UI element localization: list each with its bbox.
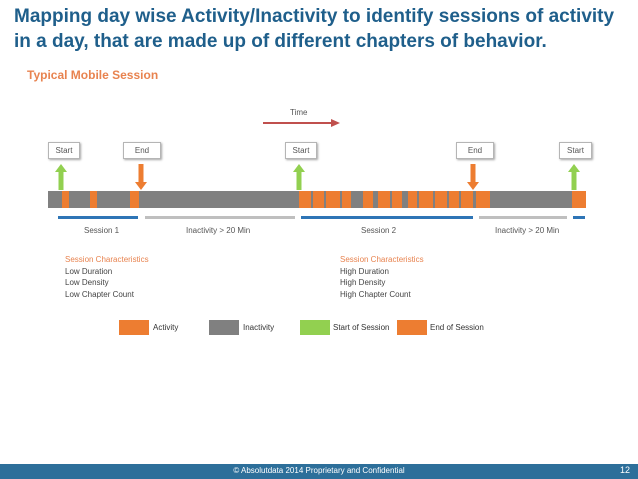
characteristic-item: Low Chapter Count — [65, 289, 134, 299]
copyright-text: © Absolutdata 2014 Proprietary and Confi… — [233, 466, 405, 475]
session-1-line — [58, 216, 138, 219]
activity-block — [449, 191, 459, 208]
activity-block — [326, 191, 340, 208]
legend-start-label: Start of Session — [333, 323, 390, 332]
time-label: Time — [290, 108, 308, 117]
end-marker-1: End — [123, 142, 161, 159]
activity-block — [408, 191, 417, 208]
inactivity-1-label: Inactivity > 20 Min — [186, 226, 251, 235]
inactivity-1-line — [145, 216, 295, 219]
activity-block — [461, 191, 473, 208]
activity-block — [363, 191, 373, 208]
session-3-line — [573, 216, 585, 219]
page-number: 12 — [619, 465, 630, 475]
activity-block — [90, 191, 97, 208]
session-2-line — [301, 216, 473, 219]
start-arrow-icon — [55, 164, 67, 190]
legend-start-swatch — [300, 320, 330, 335]
activity-block — [313, 191, 324, 208]
session-2-label: Session 2 — [361, 226, 397, 235]
legend-inactivity-swatch — [209, 320, 239, 335]
activity-block — [342, 191, 351, 208]
characteristics-heading: Session Characteristics — [65, 255, 149, 264]
inactivity-2-label: Inactivity > 20 Min — [495, 226, 560, 235]
session-2-characteristics: Session Characteristics High Duration Hi… — [340, 254, 424, 300]
activity-block — [62, 191, 69, 208]
start-arrow-icon — [293, 164, 305, 190]
end-arrow-icon — [135, 164, 147, 190]
end-arrow-icon — [467, 164, 479, 190]
start-marker-2: Start — [285, 142, 317, 159]
characteristic-item: High Density — [340, 278, 386, 287]
activity-block — [419, 191, 433, 208]
time-arrow-icon — [263, 119, 340, 127]
activity-block — [299, 191, 311, 208]
inactivity-2-line — [479, 216, 567, 219]
legend-end-swatch — [397, 320, 427, 335]
characteristic-item: High Duration — [340, 266, 389, 276]
activity-block — [572, 191, 586, 208]
legend-end-label: End of Session — [430, 323, 484, 332]
slide-title: Mapping day wise Activity/Inactivity to … — [14, 6, 615, 52]
characteristic-item: High Chapter Count — [340, 289, 411, 299]
activity-block — [392, 191, 402, 208]
start-arrow-icon — [568, 164, 580, 190]
start-marker-3: Start — [559, 142, 592, 159]
activity-block — [435, 191, 447, 208]
activity-block — [130, 191, 139, 208]
start-marker-1: Start — [48, 142, 80, 159]
legend-activity-swatch — [119, 320, 149, 335]
characteristic-item: Low Density — [65, 278, 109, 287]
activity-timeline — [48, 191, 586, 208]
legend-inactivity-label: Inactivity — [243, 323, 275, 332]
activity-block — [378, 191, 390, 208]
legend-activity-label: Activity — [153, 323, 179, 332]
activity-block — [476, 191, 490, 208]
characteristics-heading: Session Characteristics — [340, 255, 424, 264]
slide-subtitle: Typical Mobile Session — [27, 68, 159, 82]
end-marker-2: End — [456, 142, 494, 159]
session-1-label: Session 1 — [84, 226, 120, 235]
characteristic-item: Low Duration — [65, 266, 113, 276]
footer-bar: © Absolutdata 2014 Proprietary and Confi… — [0, 464, 638, 479]
session-1-characteristics: Session Characteristics Low Duration Low… — [65, 254, 149, 300]
